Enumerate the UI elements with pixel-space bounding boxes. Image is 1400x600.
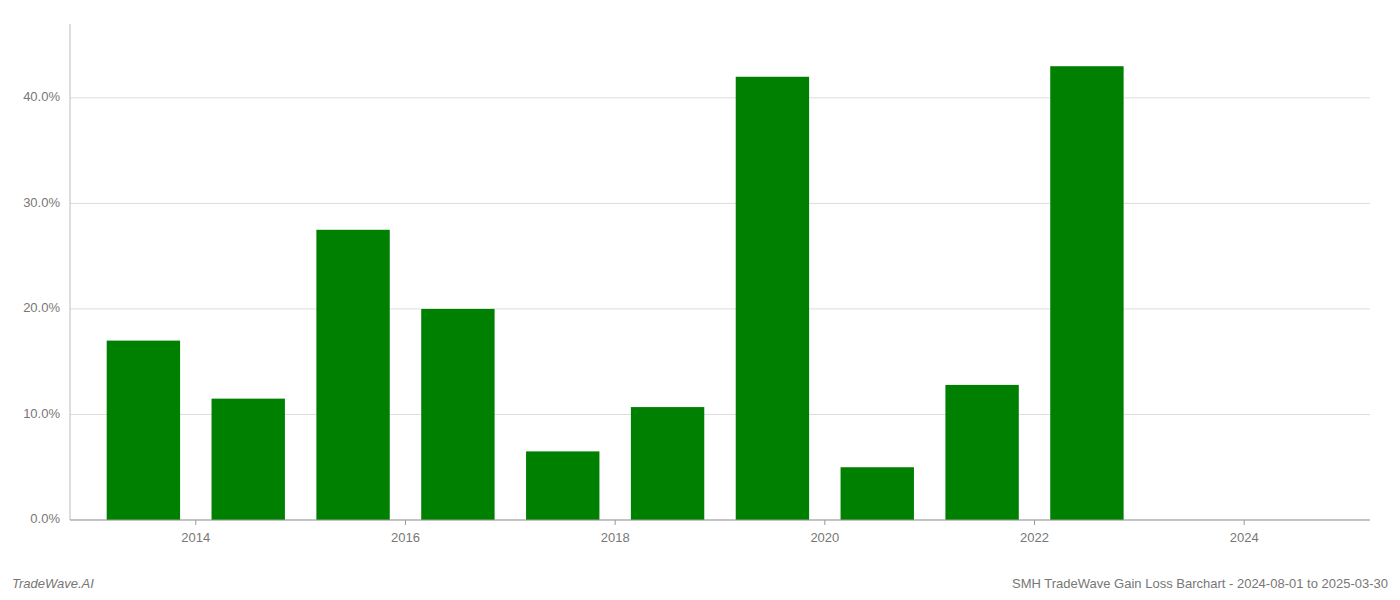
- bar: [107, 341, 180, 520]
- y-tick-label: 30.0%: [23, 195, 60, 210]
- x-tick-label: 2024: [1230, 530, 1259, 545]
- bar: [212, 399, 285, 520]
- y-tick-label: 0.0%: [30, 511, 60, 526]
- chart-svg: 0.0% 10.0% 20.0% 30.0% 40.0% 2014 2016 2018 2020…: [0, 0, 1400, 600]
- x-tick-mark: [405, 520, 406, 525]
- x-axis-line: [70, 520, 1370, 521]
- x-tick-mark: [1244, 520, 1245, 525]
- x-tick-label: 2022: [1020, 530, 1049, 545]
- bar: [316, 230, 389, 520]
- x-tick-label: 2020: [810, 530, 839, 545]
- watermark: TradeWave.AI: [12, 576, 94, 591]
- grid-line: [70, 520, 1370, 521]
- y-tick-label: 20.0%: [23, 300, 60, 315]
- x-tick-mark: [615, 520, 616, 525]
- x-tick-mark: [824, 520, 825, 525]
- grid-line: [70, 308, 1370, 309]
- bar: [736, 77, 809, 520]
- y-axis-line: [70, 24, 71, 520]
- y-tick-label: 40.0%: [23, 89, 60, 104]
- bar: [945, 385, 1018, 520]
- bar: [526, 451, 599, 520]
- chart-title: SMH TradeWave Gain Loss Barchart - 2024-…: [1012, 576, 1388, 591]
- y-tick-label: 10.0%: [23, 406, 60, 421]
- x-tick-label: 2016: [391, 530, 420, 545]
- bar: [631, 407, 704, 520]
- bars: [107, 66, 1124, 520]
- y-grid: [70, 98, 1370, 520]
- x-tick-mark: [1034, 520, 1035, 525]
- grid-line: [70, 97, 1370, 98]
- x-tick-mark: [195, 520, 196, 525]
- grid-line: [70, 203, 1370, 204]
- bar: [421, 309, 494, 520]
- x-tick-label: 2018: [601, 530, 630, 545]
- bar: [1050, 66, 1123, 520]
- x-tick-label: 2014: [181, 530, 210, 545]
- chart-container: 0.0% 10.0% 20.0% 30.0% 40.0% 2014 2016 2018 2020…: [0, 0, 1400, 600]
- bar: [841, 467, 914, 520]
